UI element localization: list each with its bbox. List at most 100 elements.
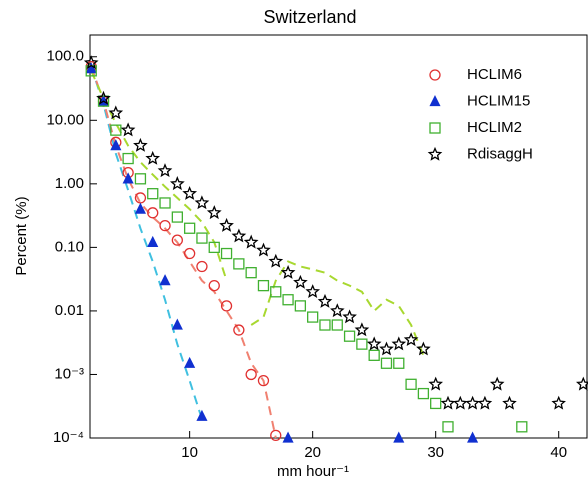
x-tick-label: 10: [181, 444, 198, 461]
x-tick-label: 20: [304, 444, 321, 461]
point: [171, 318, 183, 330]
point: [169, 176, 185, 191]
legend-marker: [429, 95, 441, 107]
point: [317, 293, 333, 308]
point: [159, 197, 171, 209]
point: [233, 324, 245, 336]
x-tick-label: 40: [550, 444, 567, 461]
point: [122, 152, 134, 165]
point: [393, 357, 405, 369]
point: [159, 219, 171, 232]
point: [368, 349, 380, 361]
legend-marker: [427, 146, 443, 161]
y-tick-label: 0.01: [55, 302, 84, 319]
point: [147, 188, 159, 200]
point: [442, 421, 454, 433]
point: [551, 395, 566, 410]
point: [208, 241, 220, 254]
point: [245, 368, 257, 381]
point: [467, 431, 479, 443]
point: [440, 395, 456, 410]
chart-title: Switzerland: [263, 7, 356, 27]
point: [120, 122, 136, 137]
plot-frame: [89, 34, 588, 439]
point: [157, 163, 173, 178]
legend-label: HCLIM15: [467, 92, 530, 109]
y-tick-label: 10.00: [46, 111, 84, 128]
point: [245, 267, 257, 279]
dashed-line: [90, 66, 203, 420]
point: [502, 395, 517, 410]
point: [354, 322, 370, 337]
point: [219, 217, 234, 232]
point: [133, 137, 148, 152]
point: [453, 395, 468, 410]
y-tick-label: 0.10: [55, 238, 84, 255]
point: [184, 356, 196, 368]
point: [256, 242, 271, 257]
point: [134, 173, 147, 185]
point: [403, 332, 419, 347]
legend-marker: [429, 69, 441, 81]
point: [183, 247, 196, 260]
point: [96, 90, 111, 105]
point: [319, 319, 331, 331]
point: [196, 232, 208, 244]
point: [393, 431, 405, 443]
point: [110, 124, 122, 136]
point: [233, 258, 245, 270]
point: [379, 341, 394, 356]
point: [145, 150, 161, 165]
legend-label: HCLIM2: [467, 119, 522, 136]
point: [356, 338, 368, 350]
x-tick-label: 30: [427, 444, 444, 461]
point: [208, 279, 220, 292]
point: [257, 374, 270, 387]
point: [331, 319, 343, 331]
point: [391, 336, 407, 351]
y-tick-label: 100.0: [46, 48, 84, 65]
point: [110, 139, 122, 151]
point: [280, 264, 296, 279]
y-axis-label: Percent (%): [13, 196, 30, 275]
point: [196, 409, 208, 421]
point: [220, 247, 233, 260]
point: [268, 253, 284, 268]
y-tick-label: 10⁻⁴: [53, 429, 84, 446]
point: [282, 294, 294, 306]
point: [477, 395, 493, 410]
point: [196, 260, 208, 273]
point: [405, 378, 417, 390]
point: [122, 172, 134, 184]
legend-label: HCLIM6: [467, 66, 522, 83]
point: [575, 376, 588, 391]
point: [182, 185, 198, 200]
y-tick-label: 1.00: [55, 175, 84, 192]
point: [108, 105, 124, 120]
point: [294, 300, 307, 312]
point: [282, 431, 294, 443]
y-tick-label: 10⁻³: [54, 365, 84, 382]
point: [380, 357, 393, 369]
point: [489, 376, 505, 391]
point: [83, 55, 99, 70]
legend-label: RdisaggH: [467, 145, 533, 162]
point: [428, 376, 444, 391]
point: [416, 341, 431, 356]
point: [171, 211, 183, 223]
point: [171, 234, 183, 246]
point: [243, 234, 259, 249]
point: [220, 300, 233, 312]
dashed-line: [90, 70, 425, 356]
point: [293, 274, 308, 289]
point: [307, 311, 319, 323]
point: [85, 62, 97, 74]
point: [330, 303, 345, 318]
point: [231, 228, 247, 243]
point: [342, 309, 357, 324]
legend-marker: [429, 122, 441, 134]
point: [430, 397, 442, 410]
point: [465, 395, 480, 410]
x-axis-label: mm hour⁻¹: [277, 463, 349, 480]
